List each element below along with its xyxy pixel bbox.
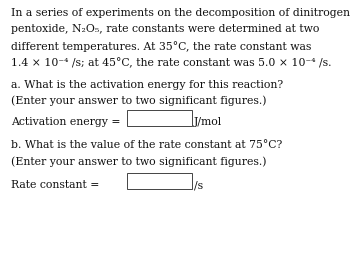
Text: J/mol: J/mol xyxy=(194,117,222,127)
FancyBboxPatch shape xyxy=(127,173,192,189)
Text: /s: /s xyxy=(194,180,203,190)
Text: pentoxide, N₂O₅, rate constants were determined at two: pentoxide, N₂O₅, rate constants were det… xyxy=(11,24,319,34)
Text: In a series of experiments on the decomposition of dinitrogen: In a series of experiments on the decomp… xyxy=(11,8,350,18)
Text: a. What is the activation energy for this reaction?: a. What is the activation energy for thi… xyxy=(11,80,283,90)
Text: 1.4 × 10⁻⁴ /s; at 45°C, the rate constant was 5.0 × 10⁻⁴ /s.: 1.4 × 10⁻⁴ /s; at 45°C, the rate constan… xyxy=(11,57,331,68)
Text: (Enter your answer to two significant figures.): (Enter your answer to two significant fi… xyxy=(11,96,266,107)
Text: different temperatures. At 35°C, the rate constant was: different temperatures. At 35°C, the rat… xyxy=(11,41,311,52)
Text: Rate constant =: Rate constant = xyxy=(11,180,99,190)
Text: b. What is the value of the rate constant at 75°C?: b. What is the value of the rate constan… xyxy=(11,140,282,151)
Text: (Enter your answer to two significant figures.): (Enter your answer to two significant fi… xyxy=(11,157,266,167)
FancyBboxPatch shape xyxy=(127,110,192,126)
Text: Activation energy =: Activation energy = xyxy=(11,117,120,127)
